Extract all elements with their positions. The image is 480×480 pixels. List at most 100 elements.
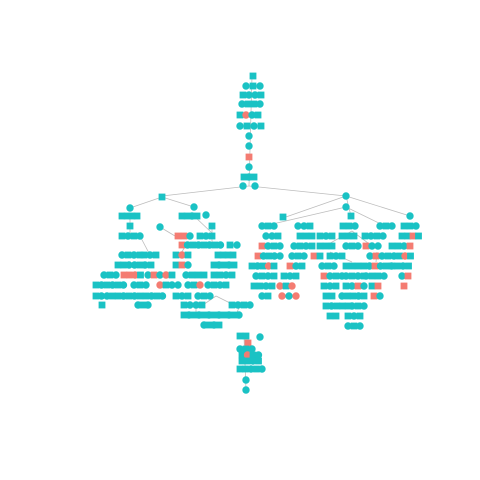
female-node-circle [124,232,132,240]
female-node-circle [222,271,230,279]
male-node-square [200,311,208,319]
female-node-circle [236,122,244,130]
male-node-square [344,292,351,300]
female-node-circle [184,261,192,269]
highlighted-male-node-square [120,271,128,279]
male-node-square [249,72,257,80]
highlighted-female-node-circle [162,271,170,279]
female-node-circle [245,91,253,99]
male-node-square [216,271,224,279]
male-node-square [374,272,382,280]
male-node-square [152,251,160,259]
female-node-circle [144,271,152,279]
male-node-square [382,262,390,270]
female-node-circle [348,302,356,310]
male-node-square [208,232,216,240]
highlighted-male-node-square [404,272,412,280]
male-node-square [253,365,260,373]
male-node-square [238,357,246,365]
highlighted-male-node-square [178,241,186,249]
female-node-circle [97,292,106,300]
female-node-circle [216,241,225,249]
male-node-square [256,282,264,290]
female-node-circle [254,351,263,359]
male-node-square [196,232,204,240]
male-node-square [228,271,236,279]
node-layer [92,72,422,394]
female-node-circle [342,272,350,280]
male-node-square [333,302,341,310]
male-node-square [350,232,358,240]
male-node-square [316,242,324,250]
male-node-square [136,292,144,300]
male-node-square [298,262,306,270]
male-node-square [240,173,248,181]
male-node-square [270,262,278,270]
male-node-square [215,321,223,329]
male-node-square [190,311,198,319]
male-node-square [296,242,304,250]
male-node-square [344,232,352,240]
female-node-circle [253,262,262,270]
highlighted-female-node-circle [288,282,296,290]
male-node-square [230,261,238,269]
male-node-square [244,100,252,108]
female-node-circle [270,252,279,260]
male-node-square [228,301,236,309]
female-node-circle [268,232,276,240]
female-node-circle [146,251,154,259]
male-node-square [92,281,100,289]
female-node-circle [259,252,268,260]
pedigree-edge [345,195,411,217]
male-node-square [415,232,422,240]
male-node-square [243,122,251,130]
female-node-circle [330,262,338,270]
pedigree-edge [282,195,347,219]
male-node-square [114,261,122,269]
highlighted-female-node-circle [243,351,252,359]
female-node-circle [318,262,326,270]
male-node-square [240,301,248,309]
female-node-circle [251,91,259,99]
female-node-circle [400,242,408,250]
female-node-circle [234,301,242,309]
female-node-circle [186,301,194,309]
male-node-square [400,222,408,230]
male-node-square [236,332,244,340]
female-node-circle [365,262,374,270]
male-node-square [249,82,257,90]
male-node-square [294,252,302,260]
female-node-circle [351,222,359,230]
male-node-square [338,252,346,260]
male-node-square [322,242,330,250]
male-node-square [178,212,186,220]
female-node-circle [119,292,128,300]
male-node-square [193,212,201,220]
female-node-circle [216,281,224,289]
highlighted-male-node-square [180,232,188,240]
male-node-square [226,241,234,249]
female-node-circle [202,211,210,219]
pedigree-edge [263,206,347,227]
highlighted-male-node-square [245,153,253,161]
female-node-circle [246,301,254,309]
male-node-square [172,251,180,259]
female-node-circle [326,272,334,280]
male-node-square [274,232,282,240]
male-node-square [142,292,150,300]
highlighted-male-node-square [400,282,408,290]
male-node-square [348,242,356,250]
male-node-square [224,251,232,259]
male-node-square [147,261,155,269]
female-node-circle [378,252,386,260]
male-node-square [339,222,347,230]
male-node-square [354,262,362,270]
male-node-square [347,212,355,220]
male-node-square [250,282,258,290]
male-node-square [126,222,134,230]
male-node-square [238,351,246,359]
male-node-square [255,357,262,365]
highlighted-female-node-circle [278,292,286,300]
female-node-circle [249,357,257,365]
female-node-circle [270,222,278,230]
